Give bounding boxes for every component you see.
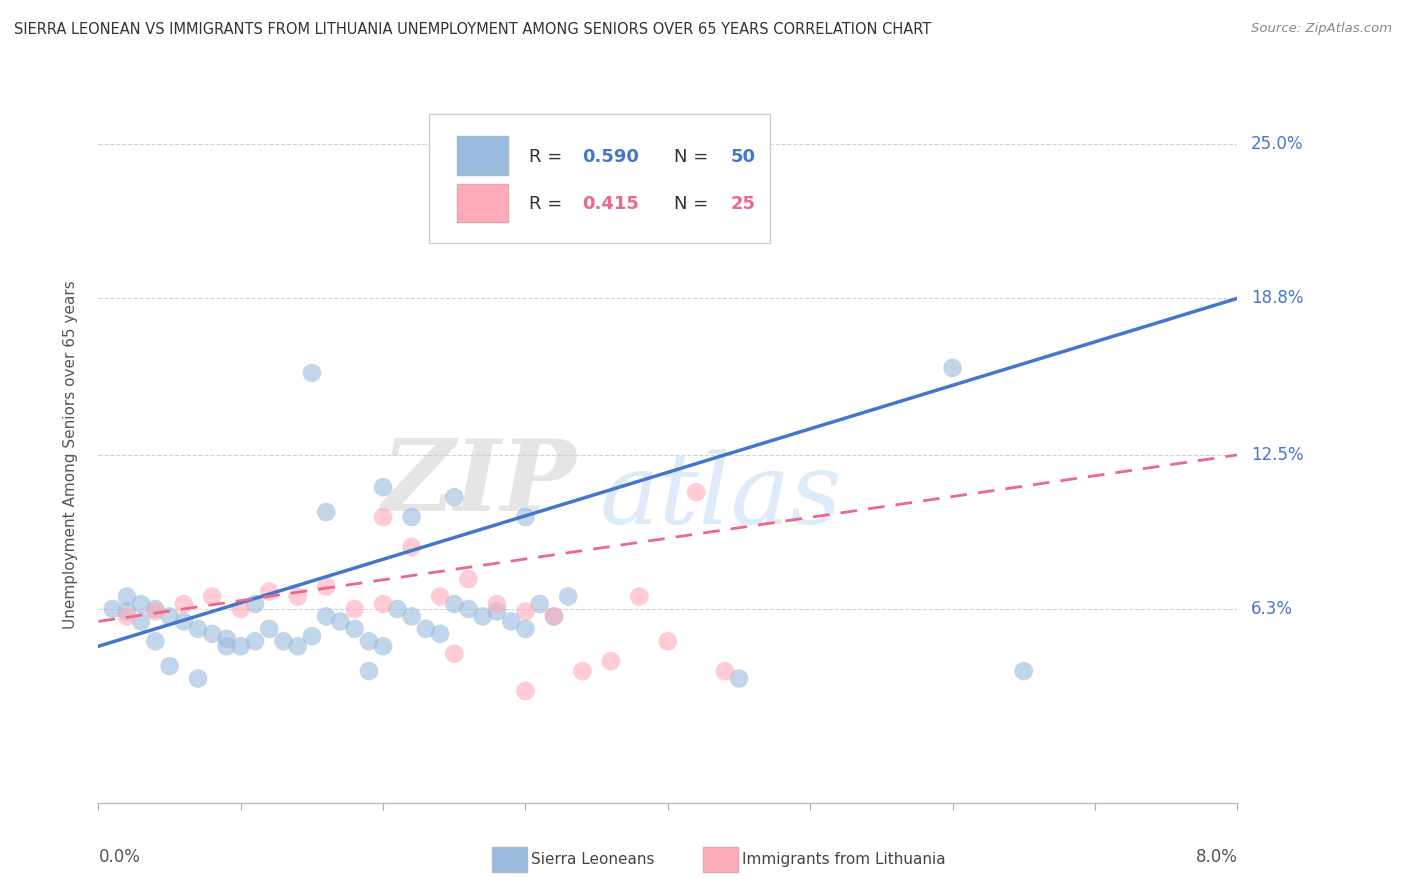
Point	[457, 602, 479, 616]
Point	[401, 609, 423, 624]
Text: Sierra Leoneans: Sierra Leoneans	[531, 853, 655, 867]
Point	[557, 590, 579, 604]
Point	[942, 360, 965, 375]
Text: atlas: atlas	[599, 449, 842, 544]
Point	[315, 609, 337, 624]
Point	[443, 647, 465, 661]
Point	[229, 639, 252, 653]
Text: 18.8%: 18.8%	[1251, 289, 1303, 308]
Point	[159, 659, 181, 673]
Point	[371, 639, 394, 653]
Point	[243, 634, 266, 648]
Point	[115, 605, 138, 619]
Point	[657, 634, 679, 648]
Point	[173, 615, 195, 629]
Point	[486, 597, 509, 611]
Point	[187, 622, 209, 636]
Point	[187, 672, 209, 686]
Point	[515, 510, 537, 524]
Text: R =: R =	[529, 148, 568, 166]
Point	[115, 590, 138, 604]
Point	[429, 590, 451, 604]
Point	[173, 597, 195, 611]
Y-axis label: Unemployment Among Seniors over 65 years: Unemployment Among Seniors over 65 years	[63, 281, 77, 629]
Text: 12.5%: 12.5%	[1251, 446, 1303, 464]
Point	[529, 597, 551, 611]
FancyBboxPatch shape	[457, 136, 509, 175]
Text: 0.590: 0.590	[582, 148, 640, 166]
Point	[259, 622, 281, 636]
Point	[443, 490, 465, 504]
Point	[543, 609, 565, 624]
Point	[486, 605, 509, 619]
Point	[329, 615, 352, 629]
Point	[600, 654, 623, 668]
Point	[1012, 664, 1035, 678]
Point	[201, 627, 224, 641]
Point	[145, 634, 167, 648]
Point	[357, 664, 380, 678]
Point	[401, 540, 423, 554]
Point	[145, 605, 167, 619]
Point	[343, 602, 366, 616]
Point	[259, 584, 281, 599]
Point	[287, 590, 309, 604]
Point	[685, 485, 707, 500]
Point	[515, 684, 537, 698]
Text: SIERRA LEONEAN VS IMMIGRANTS FROM LITHUANIA UNEMPLOYMENT AMONG SENIORS OVER 65 Y: SIERRA LEONEAN VS IMMIGRANTS FROM LITHUA…	[14, 22, 931, 37]
Point	[371, 510, 394, 524]
FancyBboxPatch shape	[429, 114, 770, 243]
Point	[415, 622, 437, 636]
Text: Source: ZipAtlas.com: Source: ZipAtlas.com	[1251, 22, 1392, 36]
Point	[145, 602, 167, 616]
Point	[387, 602, 409, 616]
Point	[543, 609, 565, 624]
Text: N =: N =	[673, 148, 713, 166]
Point	[471, 609, 494, 624]
Text: 0.415: 0.415	[582, 195, 640, 213]
Point	[501, 615, 523, 629]
Point	[457, 572, 479, 586]
Point	[571, 664, 593, 678]
Text: ZIP: ZIP	[382, 434, 576, 531]
Point	[159, 609, 181, 624]
Point	[215, 639, 238, 653]
Point	[343, 622, 366, 636]
Point	[443, 597, 465, 611]
Point	[515, 622, 537, 636]
Text: 50: 50	[731, 148, 755, 166]
Point	[229, 602, 252, 616]
Point	[371, 480, 394, 494]
Point	[315, 505, 337, 519]
Text: 25.0%: 25.0%	[1251, 136, 1303, 153]
Text: R =: R =	[529, 195, 568, 213]
Point	[215, 632, 238, 646]
Text: 25: 25	[731, 195, 755, 213]
Point	[129, 597, 152, 611]
Text: Immigrants from Lithuania: Immigrants from Lithuania	[742, 853, 946, 867]
Point	[129, 615, 152, 629]
Point	[728, 672, 751, 686]
Point	[628, 590, 651, 604]
Text: 0.0%: 0.0%	[98, 847, 141, 865]
Point	[301, 366, 323, 380]
Text: 6.3%: 6.3%	[1251, 600, 1294, 618]
Point	[115, 609, 138, 624]
Point	[357, 634, 380, 648]
Point	[515, 605, 537, 619]
Point	[101, 602, 124, 616]
Point	[243, 597, 266, 611]
Point	[429, 627, 451, 641]
Text: 8.0%: 8.0%	[1195, 847, 1237, 865]
FancyBboxPatch shape	[457, 184, 509, 222]
Point	[315, 580, 337, 594]
Point	[371, 597, 394, 611]
Text: N =: N =	[673, 195, 713, 213]
Point	[401, 510, 423, 524]
Point	[287, 639, 309, 653]
Point	[714, 664, 737, 678]
Point	[273, 634, 295, 648]
Point	[201, 590, 224, 604]
Point	[301, 629, 323, 643]
